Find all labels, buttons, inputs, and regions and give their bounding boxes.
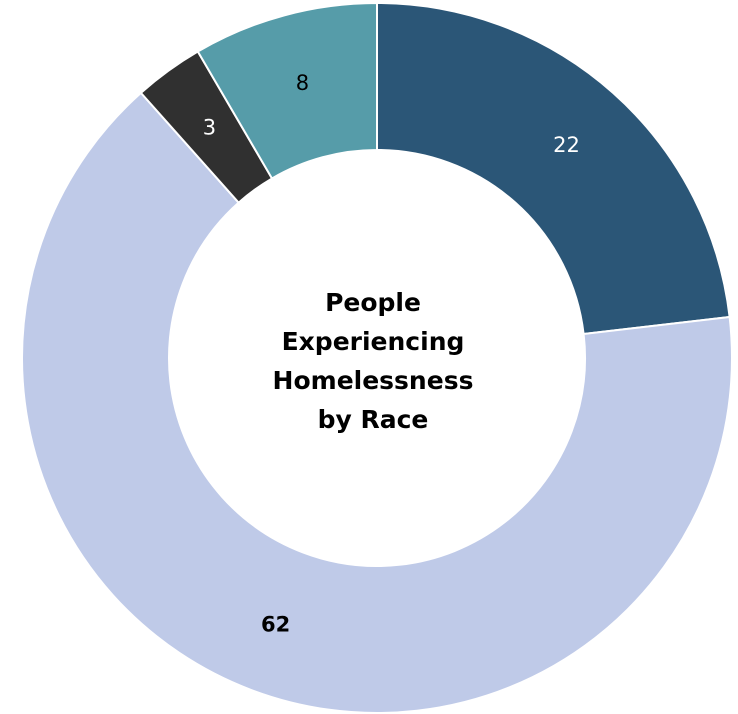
labels-group: 22 62 3 8 [203, 71, 580, 636]
slice-label-62: 62 [261, 612, 290, 636]
slice-8 [196, 1, 378, 180]
chart-title-line-1: People [325, 288, 421, 317]
slice-label-22: 22 [553, 133, 580, 157]
chart-title-line-3: Homelessness [272, 366, 474, 395]
slice-22 [376, 1, 731, 336]
chart-title-line-2: Experiencing [281, 327, 465, 356]
chart-title: People Experiencing Homelessness by Race [223, 283, 523, 439]
slices-group [21, 1, 733, 714]
chart-title-line-4: by Race [317, 405, 429, 434]
slice-62 [21, 91, 733, 714]
slice-label-8: 8 [296, 71, 309, 95]
slice-label-3: 3 [203, 115, 216, 139]
